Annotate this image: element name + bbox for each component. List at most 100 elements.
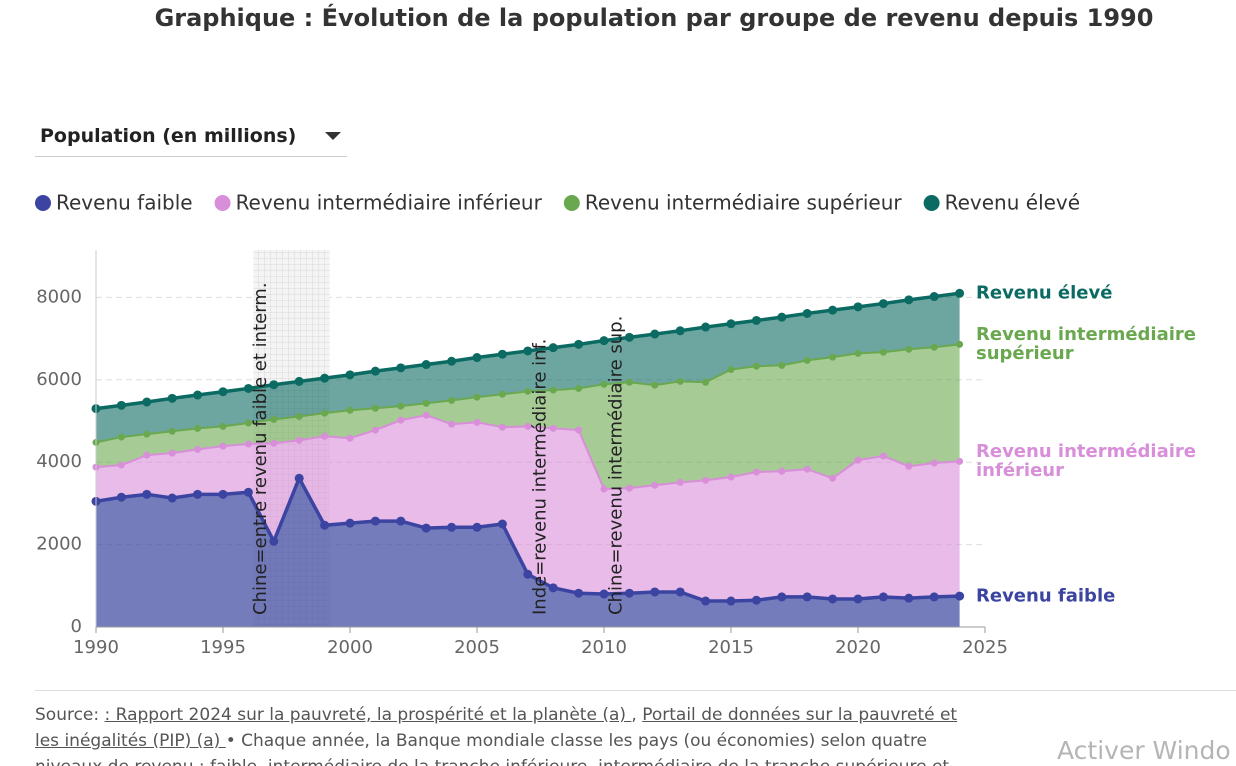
- watermark: Activer Windo: [1057, 736, 1231, 765]
- data-point: [778, 361, 786, 369]
- data-point: [777, 592, 787, 602]
- data-point: [929, 592, 939, 602]
- data-point: [447, 522, 457, 532]
- data-point: [751, 595, 761, 605]
- data-point: [523, 569, 533, 579]
- legend-marker: [35, 195, 51, 211]
- data-point: [930, 459, 938, 467]
- data-point: [853, 594, 863, 604]
- data-point: [498, 390, 506, 398]
- data-point: [803, 356, 811, 364]
- x-tick-label: 2010: [581, 637, 627, 658]
- data-point: [878, 592, 888, 602]
- data-point: [194, 424, 202, 432]
- data-point: [956, 457, 964, 465]
- x-tick-label: 1995: [200, 637, 246, 658]
- data-point: [168, 449, 176, 457]
- data-point: [854, 456, 862, 464]
- data-point: [370, 516, 380, 526]
- data-point: [548, 343, 558, 353]
- data-point: [702, 378, 710, 386]
- legend-marker: [563, 195, 580, 211]
- legend-label: Revenu élevé: [945, 191, 1080, 215]
- data-point: [549, 424, 557, 432]
- data-point: [599, 589, 609, 599]
- data-point: [320, 373, 330, 383]
- data-point: [219, 442, 227, 450]
- data-point: [397, 402, 405, 410]
- area-fill: [96, 344, 960, 489]
- data-point: [524, 422, 532, 430]
- data-point: [930, 343, 938, 351]
- data-point: [878, 299, 888, 309]
- legend-label: Revenu intermédiaire supérieur: [585, 191, 903, 215]
- dropdown-caret: [325, 132, 341, 140]
- y-tick-label: 8000: [36, 286, 82, 307]
- data-point: [243, 383, 253, 393]
- data-point: [829, 353, 837, 361]
- data-point: [345, 370, 355, 380]
- data-point: [650, 329, 660, 339]
- data-point: [116, 400, 126, 410]
- data-point: [294, 473, 304, 483]
- data-point: [803, 465, 811, 473]
- data-point: [879, 348, 887, 356]
- data-point: [651, 481, 659, 489]
- data-point: [371, 404, 379, 412]
- data-point: [701, 322, 711, 332]
- data-point: [956, 340, 964, 348]
- data-point: [651, 381, 659, 389]
- source-link[interactable]: Portail de données sur la pauvreté et le…: [35, 705, 958, 751]
- legend-marker: [923, 195, 940, 211]
- data-point: [802, 308, 812, 318]
- data-point: [650, 587, 660, 597]
- data-point: [853, 302, 863, 312]
- x-tick-label: 2025: [962, 637, 1008, 658]
- dropdown-label: Population (en millions): [40, 125, 297, 147]
- data-point: [473, 393, 481, 401]
- data-point: [218, 489, 228, 499]
- data-point: [777, 312, 787, 322]
- end-label: Revenu faible: [976, 585, 1116, 607]
- data-point: [625, 378, 633, 386]
- data-point: [421, 523, 431, 533]
- chart-title: Graphique : Évolution de la population p…: [154, 4, 1154, 32]
- data-point: [142, 489, 152, 499]
- dropdown[interactable]: Population (en millions): [35, 122, 347, 157]
- y-tick-label: 4000: [36, 451, 82, 472]
- data-point: [219, 422, 227, 430]
- x-tick-label: 2005: [454, 637, 500, 658]
- data-point: [828, 594, 838, 604]
- data-point: [600, 380, 608, 388]
- data-point: [955, 288, 965, 298]
- annotation: Chine=entre revenu faible et interm.: [250, 282, 271, 615]
- x-tick-label: 2020: [835, 637, 881, 658]
- data-point: [726, 596, 736, 606]
- data-point: [675, 587, 685, 597]
- data-point: [167, 493, 177, 503]
- data-point: [904, 593, 914, 603]
- data-point: [142, 397, 152, 407]
- x-tick-label: 1990: [73, 637, 119, 658]
- x-tick-label: 2015: [708, 637, 754, 658]
- data-point: [829, 474, 837, 482]
- data-point: [117, 433, 125, 441]
- data-point: [497, 349, 507, 359]
- data-point: [346, 406, 354, 414]
- data-point: [269, 380, 279, 390]
- data-point: [448, 396, 456, 404]
- data-point: [726, 319, 736, 329]
- data-point: [345, 518, 355, 528]
- data-point: [675, 326, 685, 336]
- data-point: [346, 434, 354, 442]
- data-point: [168, 427, 176, 435]
- data-point: [472, 522, 482, 532]
- data-point: [548, 583, 558, 593]
- data-point: [574, 588, 584, 598]
- data-point: [294, 376, 304, 386]
- y-tick-label: 0: [71, 616, 82, 637]
- data-point: [295, 412, 303, 420]
- data-point: [194, 445, 202, 453]
- data-point: [422, 411, 430, 419]
- source-link[interactable]: : Rapport 2024 sur la pauvreté, la prosp…: [104, 705, 632, 725]
